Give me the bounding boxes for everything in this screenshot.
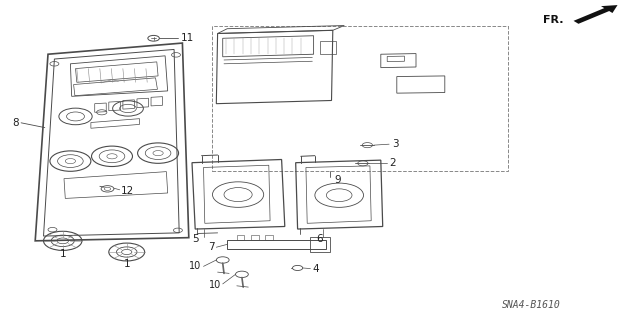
Text: 6: 6 [317,234,323,244]
Text: 5: 5 [192,234,198,244]
Bar [237,235,244,240]
Bar [265,235,273,240]
Text: FR.: FR. [543,15,563,25]
Text: 8: 8 [13,118,19,128]
FancyArrow shape [573,5,618,24]
Text: 4: 4 [312,263,319,274]
Text: 10: 10 [189,261,202,271]
Text: 9: 9 [334,175,340,185]
Bar [310,237,330,252]
Bar [212,26,508,171]
Text: 1: 1 [124,259,130,269]
Bar [320,41,336,54]
Bar [227,240,326,249]
Text: SNA4-B1610: SNA4-B1610 [502,300,561,310]
Text: 12: 12 [120,186,134,196]
Text: 7: 7 [208,242,214,252]
Text: 3: 3 [392,139,398,149]
Text: 11: 11 [180,33,194,43]
Text: 10: 10 [209,279,221,290]
Text: 2: 2 [389,158,396,168]
Text: 1: 1 [60,249,66,259]
Bar [251,235,259,240]
